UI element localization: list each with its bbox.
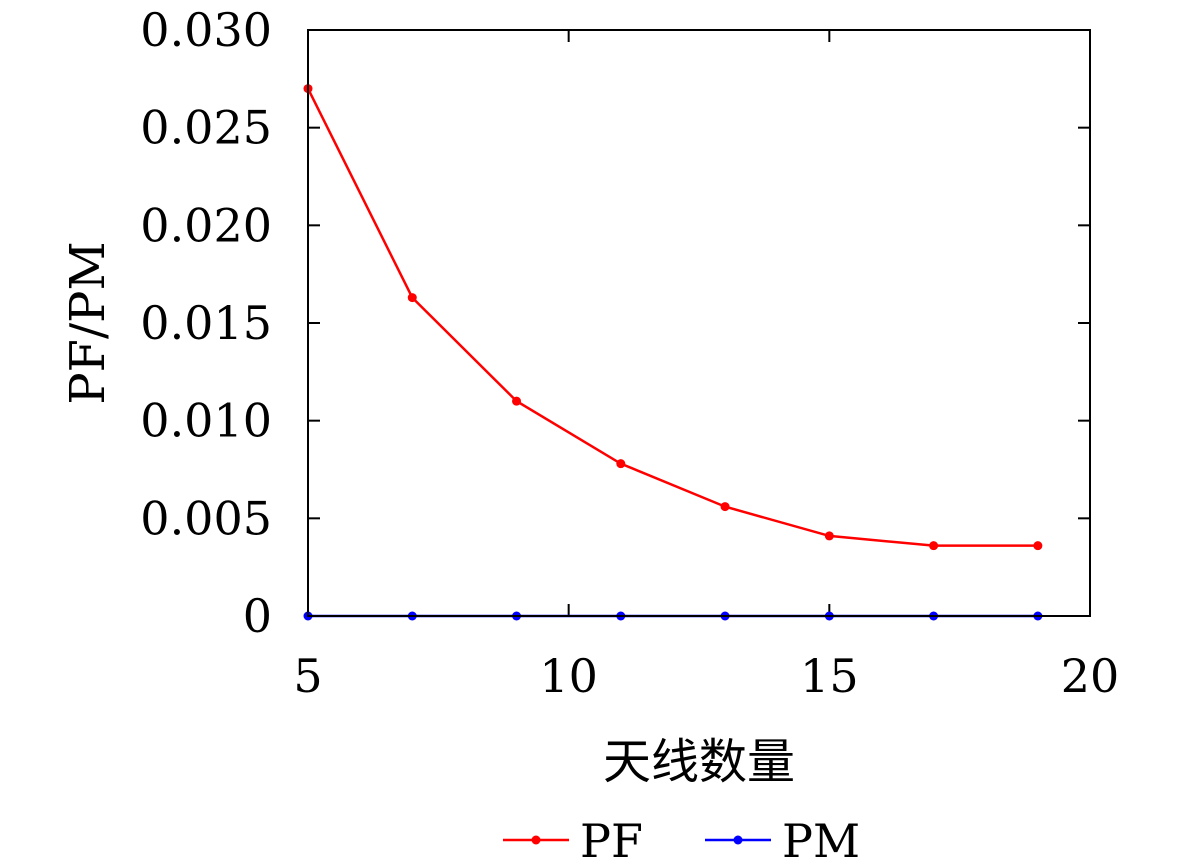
axis-ticks: 5 10 15 20 0 0.005 0.010 0.015 0.020 0.025 0.030 [140,3,1119,703]
y-tick-label: 0.025 [140,101,272,155]
data-point-pf [512,396,522,406]
x-tick-label: 10 [539,649,598,703]
x-axis-title: 天线数量 [603,734,795,790]
y-axis-title: PF/PM [60,241,116,404]
x-tick-label: 15 [800,649,859,703]
y-tick-label: 0.015 [140,296,272,350]
plot-frame [307,29,1091,617]
legend: PF PM [503,814,860,868]
data-point-pf [616,459,626,469]
legend-label-pm: PM [782,814,860,868]
x-tick-label: 5 [293,649,322,703]
data-point-pf [929,541,939,551]
data-point-pf [1033,541,1043,551]
y-tick-label: 0.030 [140,3,272,57]
legend-marker-pf [531,835,541,845]
y-tick-label: 0.020 [140,198,272,252]
x-tick-label: 20 [1061,649,1120,703]
data-point-pf [407,293,417,303]
series-line-pf [306,88,1038,547]
series-lines [303,84,1043,621]
y-tick-label: 0 [243,589,272,643]
data-point-pf [720,502,730,512]
y-tick-label: 0.005 [140,491,272,545]
data-point-pf [824,531,834,541]
legend-label-pf: PF [580,814,643,868]
legend-marker-pm [733,835,743,845]
y-tick-label: 0.010 [140,394,272,448]
